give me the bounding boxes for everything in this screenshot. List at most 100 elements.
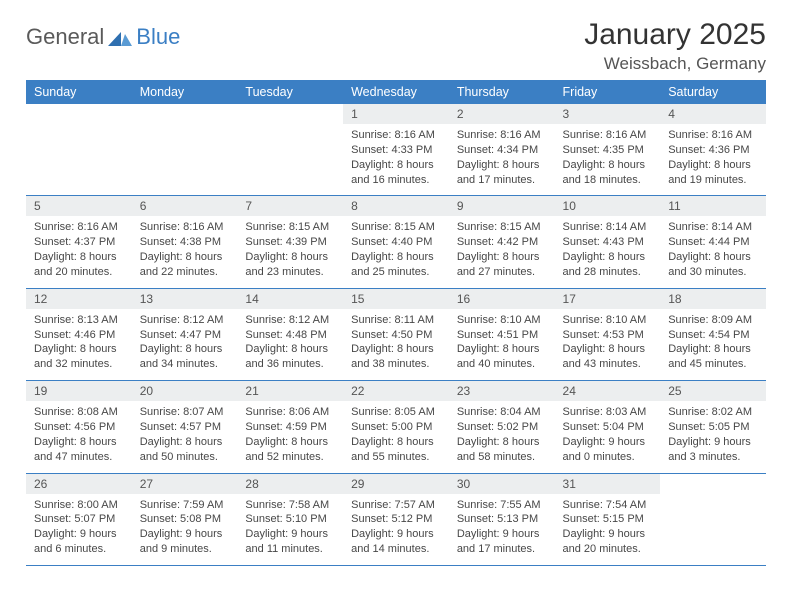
day-number: 18 (660, 289, 766, 309)
sunset-line: Sunset: 4:50 PM (351, 328, 441, 343)
day-details: Sunrise: 8:14 AMSunset: 4:44 PMDaylight:… (660, 216, 766, 287)
calendar-body: 1Sunrise: 8:16 AMSunset: 4:33 PMDaylight… (26, 104, 766, 565)
day-cell: 18Sunrise: 8:09 AMSunset: 4:54 PMDayligh… (660, 288, 766, 380)
day-header: Monday (132, 80, 238, 104)
sunset-line: Sunset: 4:39 PM (245, 235, 335, 250)
sunset-line: Sunset: 5:08 PM (140, 512, 230, 527)
day-cell: 19Sunrise: 8:08 AMSunset: 4:56 PMDayligh… (26, 381, 132, 473)
day-number: 2 (449, 104, 555, 124)
day-details: Sunrise: 8:06 AMSunset: 4:59 PMDaylight:… (237, 401, 343, 472)
day-cell: 20Sunrise: 8:07 AMSunset: 4:57 PMDayligh… (132, 381, 238, 473)
day-cell: 1Sunrise: 8:16 AMSunset: 4:33 PMDaylight… (343, 104, 449, 196)
sunset-line: Sunset: 4:57 PM (140, 420, 230, 435)
day-details: Sunrise: 8:10 AMSunset: 4:51 PMDaylight:… (449, 309, 555, 380)
day-details: Sunrise: 8:03 AMSunset: 5:04 PMDaylight:… (555, 401, 661, 472)
day-number: 25 (660, 381, 766, 401)
day-number: 1 (343, 104, 449, 124)
day-number: 7 (237, 196, 343, 216)
sunrise-line: Sunrise: 8:16 AM (140, 220, 230, 235)
day-cell: 23Sunrise: 8:04 AMSunset: 5:02 PMDayligh… (449, 381, 555, 473)
day-number: 5 (26, 196, 132, 216)
sunrise-line: Sunrise: 7:59 AM (140, 498, 230, 513)
sunset-line: Sunset: 5:02 PM (457, 420, 547, 435)
day-number: 20 (132, 381, 238, 401)
day-cell (132, 104, 238, 196)
day-number: 13 (132, 289, 238, 309)
sunset-line: Sunset: 5:00 PM (351, 420, 441, 435)
daylight-line: Daylight: 8 hours and 50 minutes. (140, 435, 230, 465)
logo-text-general: General (26, 24, 104, 50)
sunset-line: Sunset: 5:04 PM (563, 420, 653, 435)
month-title: January 2025 (584, 18, 766, 52)
day-details: Sunrise: 8:14 AMSunset: 4:43 PMDaylight:… (555, 216, 661, 287)
sunrise-line: Sunrise: 8:05 AM (351, 405, 441, 420)
day-header-row: SundayMondayTuesdayWednesdayThursdayFrid… (26, 80, 766, 104)
empty-cell (132, 104, 238, 166)
sunrise-line: Sunrise: 8:16 AM (351, 128, 441, 143)
sunset-line: Sunset: 4:40 PM (351, 235, 441, 250)
day-number: 14 (237, 289, 343, 309)
sunset-line: Sunset: 4:37 PM (34, 235, 124, 250)
sunrise-line: Sunrise: 8:10 AM (563, 313, 653, 328)
day-details: Sunrise: 8:08 AMSunset: 4:56 PMDaylight:… (26, 401, 132, 472)
day-details: Sunrise: 8:11 AMSunset: 4:50 PMDaylight:… (343, 309, 449, 380)
sunrise-line: Sunrise: 7:54 AM (563, 498, 653, 513)
sunrise-line: Sunrise: 8:14 AM (668, 220, 758, 235)
day-cell: 15Sunrise: 8:11 AMSunset: 4:50 PMDayligh… (343, 288, 449, 380)
sunset-line: Sunset: 5:07 PM (34, 512, 124, 527)
sunset-line: Sunset: 4:59 PM (245, 420, 335, 435)
day-number: 19 (26, 381, 132, 401)
daylight-line: Daylight: 8 hours and 20 minutes. (34, 250, 124, 280)
day-header: Friday (555, 80, 661, 104)
day-cell: 26Sunrise: 8:00 AMSunset: 5:07 PMDayligh… (26, 473, 132, 565)
day-number: 11 (660, 196, 766, 216)
day-details: Sunrise: 8:00 AMSunset: 5:07 PMDaylight:… (26, 494, 132, 565)
day-number: 23 (449, 381, 555, 401)
sunset-line: Sunset: 4:42 PM (457, 235, 547, 250)
daylight-line: Daylight: 8 hours and 45 minutes. (668, 342, 758, 372)
day-details: Sunrise: 7:57 AMSunset: 5:12 PMDaylight:… (343, 494, 449, 565)
day-details: Sunrise: 8:16 AMSunset: 4:33 PMDaylight:… (343, 124, 449, 195)
week-row: 12Sunrise: 8:13 AMSunset: 4:46 PMDayligh… (26, 288, 766, 380)
sunrise-line: Sunrise: 8:14 AM (563, 220, 653, 235)
day-cell: 22Sunrise: 8:05 AMSunset: 5:00 PMDayligh… (343, 381, 449, 473)
day-cell: 4Sunrise: 8:16 AMSunset: 4:36 PMDaylight… (660, 104, 766, 196)
daylight-line: Daylight: 8 hours and 28 minutes. (563, 250, 653, 280)
day-details: Sunrise: 8:13 AMSunset: 4:46 PMDaylight:… (26, 309, 132, 380)
sunset-line: Sunset: 4:38 PM (140, 235, 230, 250)
sunset-line: Sunset: 4:44 PM (668, 235, 758, 250)
daylight-line: Daylight: 8 hours and 25 minutes. (351, 250, 441, 280)
day-cell: 16Sunrise: 8:10 AMSunset: 4:51 PMDayligh… (449, 288, 555, 380)
daylight-line: Daylight: 9 hours and 20 minutes. (563, 527, 653, 557)
daylight-line: Daylight: 8 hours and 43 minutes. (563, 342, 653, 372)
day-cell: 14Sunrise: 8:12 AMSunset: 4:48 PMDayligh… (237, 288, 343, 380)
sunset-line: Sunset: 4:43 PM (563, 235, 653, 250)
day-cell: 9Sunrise: 8:15 AMSunset: 4:42 PMDaylight… (449, 196, 555, 288)
daylight-line: Daylight: 8 hours and 30 minutes. (668, 250, 758, 280)
day-cell: 11Sunrise: 8:14 AMSunset: 4:44 PMDayligh… (660, 196, 766, 288)
day-cell: 12Sunrise: 8:13 AMSunset: 4:46 PMDayligh… (26, 288, 132, 380)
daylight-line: Daylight: 9 hours and 9 minutes. (140, 527, 230, 557)
day-number: 30 (449, 474, 555, 494)
sunrise-line: Sunrise: 8:16 AM (457, 128, 547, 143)
day-details: Sunrise: 8:10 AMSunset: 4:53 PMDaylight:… (555, 309, 661, 380)
sunrise-line: Sunrise: 8:06 AM (245, 405, 335, 420)
sunrise-line: Sunrise: 8:15 AM (351, 220, 441, 235)
day-cell: 10Sunrise: 8:14 AMSunset: 4:43 PMDayligh… (555, 196, 661, 288)
day-number: 27 (132, 474, 238, 494)
day-details: Sunrise: 8:16 AMSunset: 4:35 PMDaylight:… (555, 124, 661, 195)
day-cell: 6Sunrise: 8:16 AMSunset: 4:38 PMDaylight… (132, 196, 238, 288)
sunrise-line: Sunrise: 8:12 AM (140, 313, 230, 328)
sunset-line: Sunset: 4:53 PM (563, 328, 653, 343)
day-cell (26, 104, 132, 196)
sunrise-line: Sunrise: 8:15 AM (457, 220, 547, 235)
day-number: 17 (555, 289, 661, 309)
day-cell (237, 104, 343, 196)
daylight-line: Daylight: 8 hours and 19 minutes. (668, 158, 758, 188)
sunrise-line: Sunrise: 8:02 AM (668, 405, 758, 420)
day-cell: 21Sunrise: 8:06 AMSunset: 4:59 PMDayligh… (237, 381, 343, 473)
daylight-line: Daylight: 8 hours and 40 minutes. (457, 342, 547, 372)
empty-cell (26, 104, 132, 166)
week-row: 5Sunrise: 8:16 AMSunset: 4:37 PMDaylight… (26, 196, 766, 288)
day-cell: 7Sunrise: 8:15 AMSunset: 4:39 PMDaylight… (237, 196, 343, 288)
